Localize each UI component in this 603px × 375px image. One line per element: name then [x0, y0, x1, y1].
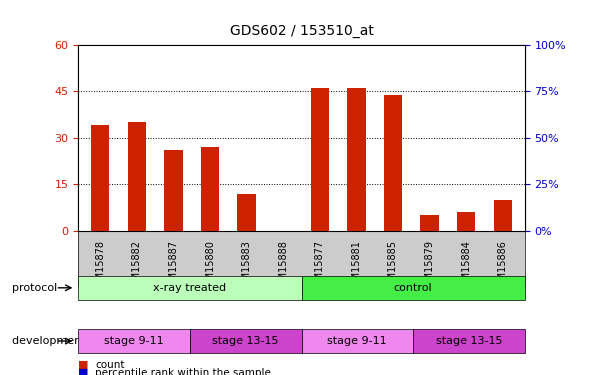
Bar: [280, 201, 286, 231]
Text: stage 9-11: stage 9-11: [104, 336, 164, 346]
Bar: [463, 217, 469, 231]
Bar: [426, 221, 433, 231]
Text: count: count: [95, 360, 125, 370]
Bar: [201, 147, 219, 231]
Bar: [390, 175, 396, 231]
Text: ■: ■: [78, 368, 89, 375]
Bar: [353, 175, 359, 231]
Text: percentile rank within the sample: percentile rank within the sample: [95, 368, 271, 375]
Bar: [97, 180, 104, 231]
Text: protocol: protocol: [12, 283, 57, 293]
Bar: [311, 88, 329, 231]
Text: control: control: [394, 283, 432, 293]
Text: stage 9-11: stage 9-11: [327, 336, 387, 346]
Bar: [347, 88, 365, 231]
Bar: [128, 122, 146, 231]
Bar: [207, 194, 213, 231]
Bar: [91, 125, 110, 231]
Text: development stage: development stage: [12, 336, 120, 346]
Bar: [493, 200, 512, 231]
Bar: [165, 150, 183, 231]
Text: GDS602 / 153510_at: GDS602 / 153510_at: [230, 24, 373, 38]
Bar: [238, 194, 256, 231]
Bar: [317, 175, 323, 231]
Bar: [384, 94, 402, 231]
Bar: [134, 182, 140, 231]
Text: ■: ■: [78, 360, 89, 370]
Text: stage 13-15: stage 13-15: [435, 336, 502, 346]
Bar: [499, 205, 506, 231]
Bar: [420, 215, 438, 231]
Bar: [170, 190, 177, 231]
Text: x-ray treated: x-ray treated: [153, 283, 227, 293]
Bar: [457, 212, 475, 231]
Text: stage 13-15: stage 13-15: [212, 336, 279, 346]
Bar: [244, 207, 250, 231]
